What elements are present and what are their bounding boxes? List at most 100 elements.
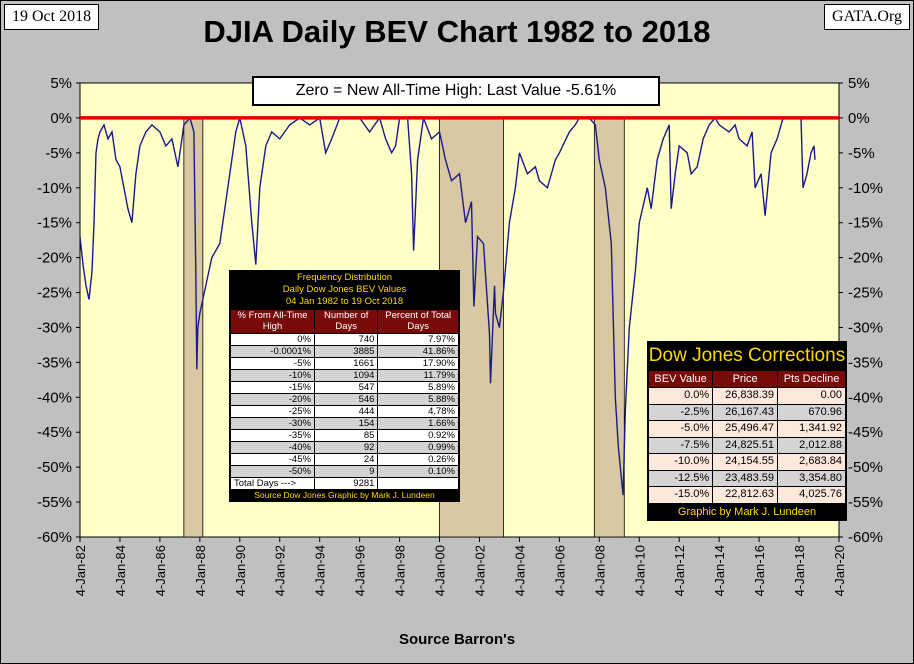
freq-cell: -15%: [230, 381, 315, 394]
freq-cell: 444: [313, 405, 379, 418]
freq-row: -50% 9 0.10%: [230, 465, 459, 478]
freq-row: -20% 546 5.88%: [230, 393, 459, 406]
freq-row: 0% 740 7.97%: [230, 333, 459, 346]
y-tick-label-right: -50%: [848, 459, 883, 476]
y-tick-label-right: -15%: [848, 215, 883, 232]
freq-row: -5% 1661 17.90%: [230, 357, 459, 370]
corr-cell: 24,154.55: [712, 453, 779, 471]
x-tick-label: 4-Jan-86: [153, 545, 168, 596]
x-tick-label: 4-Jan-94: [313, 545, 328, 596]
y-tick-label-left: -5%: [45, 145, 72, 162]
frequency-table-footer: Source Dow Jones Graphic by Mark J. Lund…: [230, 490, 459, 501]
freq-header-pct: % From All-Time High: [230, 309, 315, 334]
corr-row: -5.0% 25,496.47 1,341.92: [647, 420, 846, 438]
y-axis-right: 5% 0% -5% -10% -15% -20% -25% -30% -35% -40% -45% -…: [839, 75, 883, 546]
freq-row: -35% 85 0.92%: [230, 429, 459, 442]
freq-cell: 41.86%: [377, 345, 459, 358]
y-tick-label-left: -15%: [37, 215, 72, 232]
y-tick-label-left: -45%: [37, 424, 72, 441]
corr-cell: -5.0%: [647, 420, 714, 438]
shaded-band: [183, 117, 204, 538]
x-tick-label: 4-Jan-04: [512, 545, 527, 596]
freq-cell: -30%: [230, 417, 315, 430]
freq-cell: 17.90%: [377, 357, 459, 370]
corr-cell: 22,812.63: [712, 486, 779, 504]
date-label: 19 Oct 2018: [4, 4, 100, 30]
freq-row: -0.0001% 3885 41.86%: [230, 345, 459, 358]
freq-header-percent: Percent of Total Days: [377, 309, 459, 334]
corr-cell: -15.0%: [647, 486, 714, 504]
y-tick-label-left: -20%: [37, 250, 72, 267]
freq-total-value: 9281: [313, 477, 379, 490]
y-tick-label-right: -55%: [848, 494, 883, 511]
freq-header-days: Number of Days: [313, 309, 379, 334]
freq-cell: 546: [313, 393, 379, 406]
y-tick-label-left: -25%: [37, 285, 72, 302]
corr-cell: 23,483.59: [712, 469, 779, 487]
x-tick-label: 4-Jan-12: [672, 545, 687, 596]
x-tick-label: 4-Jan-98: [393, 545, 408, 596]
x-tick-label: 4-Jan-20: [832, 545, 847, 596]
x-tick-label: 4-Jan-96: [353, 545, 368, 596]
freq-cell: 4.78%: [377, 405, 459, 418]
freq-row: -40% 92 0.99%: [230, 441, 459, 454]
freq-cell: 0.10%: [377, 465, 459, 478]
freq-cell: 9: [313, 465, 379, 478]
freq-cell: 7.97%: [377, 333, 459, 346]
corr-cell: 2,683.84: [777, 453, 846, 471]
corr-row: -10.0% 24,154.55 2,683.84: [647, 453, 846, 471]
x-axis: 4-Jan-82 4-Jan-84 4-Jan-86 4-Jan-88 4-Jan-90…: [73, 537, 847, 596]
x-tick-label: 4-Jan-90: [233, 545, 248, 596]
corr-cell: 24,825.51: [712, 436, 779, 454]
corrections-title: Dow Jones Corrections: [648, 342, 846, 370]
x-tick-label: 4-Jan-06: [552, 545, 567, 596]
freq-cell: -35%: [230, 429, 315, 442]
corr-header-price: Price: [712, 370, 779, 388]
shaded-band: [593, 117, 625, 538]
x-tick-label: 4-Jan-18: [792, 545, 807, 596]
freq-row: -45% 24 0.26%: [230, 453, 459, 466]
freq-total-row: Total Days ---> 9281: [230, 477, 459, 490]
y-tick-label-right: 0%: [848, 110, 870, 127]
freq-cell: 154: [313, 417, 379, 430]
freq-cell: 85: [313, 429, 379, 442]
freq-cell: -50%: [230, 465, 315, 478]
freq-cell: 1661: [313, 357, 379, 370]
series-line-djia-bev: [79, 116, 816, 496]
x-tick-label: 4-Jan-08: [592, 545, 607, 596]
x-tick-label: 4-Jan-88: [193, 545, 208, 596]
freq-cell: 11.79%: [377, 369, 459, 382]
y-tick-label-left: -55%: [37, 494, 72, 511]
x-tick-label: 4-Jan-14: [712, 545, 727, 596]
corr-row: -2.5% 26,167.43 670.96: [647, 403, 846, 421]
corr-cell: 2,012.88: [777, 436, 846, 454]
y-tick-label-right: -20%: [848, 250, 883, 267]
freq-cell: 1094: [313, 369, 379, 382]
chart-title: DJIA Daily BEV Chart 1982 to 2018: [203, 14, 711, 49]
x-tick-label: 4-Jan-00: [433, 545, 448, 596]
y-tick-label-right: -45%: [848, 424, 883, 441]
freq-cell: -5%: [230, 357, 315, 370]
corr-cell: 670.96: [777, 403, 846, 421]
freq-cell: -10%: [230, 369, 315, 382]
frequency-title-line: Daily Dow Jones BEV Values: [282, 284, 407, 295]
freq-cell: 24: [313, 453, 379, 466]
corr-cell: -12.5%: [647, 469, 714, 487]
corr-cell: 25,496.47: [712, 420, 779, 438]
corr-cell: 4,025.76: [777, 486, 846, 504]
freq-cell: 92: [313, 441, 379, 454]
freq-cell: 740: [313, 333, 379, 346]
freq-total-label: Total Days --->: [230, 477, 315, 490]
y-tick-label-right: -60%: [848, 529, 883, 546]
y-tick-label-left: -30%: [37, 319, 72, 336]
freq-cell: -25%: [230, 405, 315, 418]
corr-row: -7.5% 24,825.51 2,012.88: [647, 436, 846, 454]
freq-cell: 0%: [230, 333, 315, 346]
corr-cell: -10.0%: [647, 453, 714, 471]
freq-cell: -0.0001%: [230, 345, 315, 358]
corr-cell: 0.00: [777, 387, 846, 405]
corrections-table: Dow Jones Corrections BEV Value Price Pt…: [647, 341, 847, 521]
y-tick-label-left: -50%: [37, 459, 72, 476]
y-tick-label-right: -40%: [848, 389, 883, 406]
corrections-footer: Graphic by Mark J. Lundeen: [648, 503, 846, 520]
